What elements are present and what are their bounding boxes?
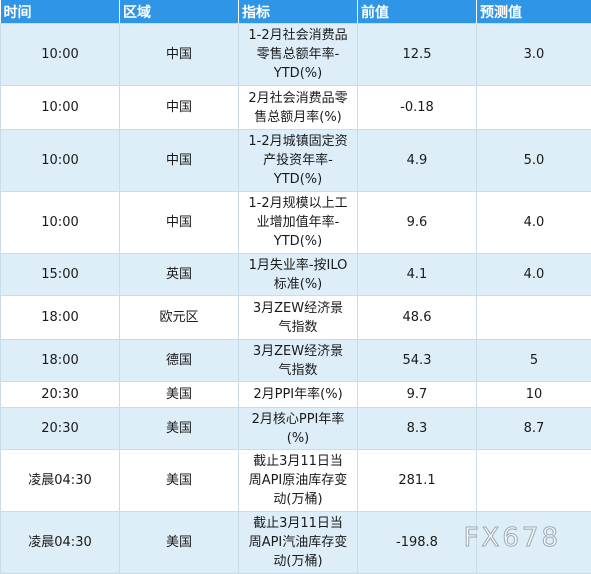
indicator-cell: 1月失业率-按ILO标准(%) [239, 254, 358, 296]
table-row: 10:00 中国 1-2月城镇固定资产投资年率-YTD(%) 4.9 5.0 [1, 130, 591, 192]
region-cell: 中国 [120, 130, 239, 192]
forecast-cell [477, 296, 591, 340]
table-row: 10:00 中国 2月社会消费品零售总额月率(%) -0.18 [1, 86, 591, 130]
table-row: 15:00 英国 1月失业率-按ILO标准(%) 4.1 4.0 [1, 254, 591, 296]
table-row: 20:30 美国 2月核心PPI年率(%) 8.3 8.7 [1, 408, 591, 450]
time-cell: 10:00 [1, 86, 120, 130]
previous-cell: 4.1 [358, 254, 477, 296]
previous-cell: 54.3 [358, 340, 477, 382]
region-cell: 美国 [120, 408, 239, 450]
previous-cell: -0.18 [358, 86, 477, 130]
previous-cell: 48.6 [358, 296, 477, 340]
time-cell: 凌晨04:30 [1, 450, 120, 512]
forecast-cell: 5 [477, 340, 591, 382]
indicator-cell: 1-2月规模以上工业增加值年率-YTD(%) [239, 192, 358, 254]
header-row: 时间 区域 指标 前值 预测值 [1, 0, 591, 24]
table-row: 20:30 美国 2月PPI年率(%) 9.7 10 [1, 382, 591, 408]
indicator-cell: 1-2月城镇固定资产投资年率-YTD(%) [239, 130, 358, 192]
region-cell: 中国 [120, 86, 239, 130]
time-cell: 18:00 [1, 296, 120, 340]
table-row: 10:00 中国 1-2月规模以上工业增加值年率-YTD(%) 9.6 4.0 [1, 192, 591, 254]
forecast-cell: 8.7 [477, 408, 591, 450]
previous-cell: 8.3 [358, 408, 477, 450]
forecast-cell: 10 [477, 382, 591, 408]
region-cell: 中国 [120, 192, 239, 254]
header-forecast: 预测值 [477, 0, 591, 24]
forecast-cell [477, 86, 591, 130]
indicator-cell: 截止3月11日当周API原油库存变动(万桶) [239, 450, 358, 512]
previous-cell: 9.6 [358, 192, 477, 254]
header-time: 时间 [1, 0, 120, 24]
previous-cell: 9.7 [358, 382, 477, 408]
indicator-cell: 截止3月11日当周API汽油库存变动(万桶) [239, 512, 358, 574]
table-row: 18:00 欧元区 3月ZEW经济景气指数 48.6 [1, 296, 591, 340]
indicator-cell: 2月核心PPI年率(%) [239, 408, 358, 450]
region-cell: 美国 [120, 512, 239, 574]
forecast-cell [477, 450, 591, 512]
region-cell: 英国 [120, 254, 239, 296]
indicator-cell: 2月PPI年率(%) [239, 382, 358, 408]
indicator-cell: 2月社会消费品零售总额月率(%) [239, 86, 358, 130]
previous-cell: 4.9 [358, 130, 477, 192]
indicator-cell: 3月ZEW经济景气指数 [239, 296, 358, 340]
header-region: 区域 [120, 0, 239, 24]
previous-cell: 12.5 [358, 24, 477, 86]
region-cell: 美国 [120, 450, 239, 512]
time-cell: 10:00 [1, 130, 120, 192]
time-cell: 18:00 [1, 340, 120, 382]
time-cell: 10:00 [1, 24, 120, 86]
indicator-cell: 3月ZEW经济景气指数 [239, 340, 358, 382]
table-row: 凌晨04:30 美国 截止3月11日当周API汽油库存变动(万桶) -198.8 [1, 512, 591, 574]
previous-cell: 281.1 [358, 450, 477, 512]
header-indicator: 指标 [239, 0, 358, 24]
table-row: 10:00 中国 1-2月社会消费品零售总额年率-YTD(%) 12.5 3.0 [1, 24, 591, 86]
region-cell: 德国 [120, 340, 239, 382]
forecast-cell [477, 512, 591, 574]
time-cell: 20:30 [1, 408, 120, 450]
region-cell: 中国 [120, 24, 239, 86]
forecast-cell: 3.0 [477, 24, 591, 86]
previous-cell: -198.8 [358, 512, 477, 574]
forecast-cell: 4.0 [477, 192, 591, 254]
table-row: 凌晨04:30 美国 截止3月11日当周API原油库存变动(万桶) 281.1 [1, 450, 591, 512]
forecast-cell: 5.0 [477, 130, 591, 192]
region-cell: 欧元区 [120, 296, 239, 340]
table-row: 18:00 德国 3月ZEW经济景气指数 54.3 5 [1, 340, 591, 382]
region-cell: 美国 [120, 382, 239, 408]
time-cell: 15:00 [1, 254, 120, 296]
forecast-cell: 4.0 [477, 254, 591, 296]
time-cell: 凌晨04:30 [1, 512, 120, 574]
header-previous: 前值 [358, 0, 477, 24]
time-cell: 10:00 [1, 192, 120, 254]
indicator-cell: 1-2月社会消费品零售总额年率-YTD(%) [239, 24, 358, 86]
time-cell: 20:30 [1, 382, 120, 408]
